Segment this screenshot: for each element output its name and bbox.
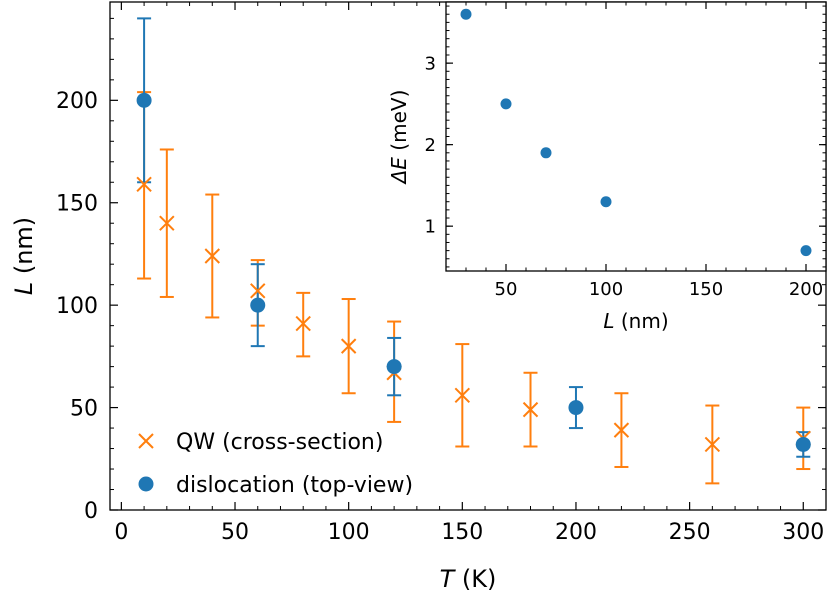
x-tick-label: 50 [221, 520, 249, 545]
y-axis-unit: (nm) [10, 217, 38, 282]
qw-point [295, 315, 311, 332]
qw-point [250, 283, 266, 299]
legend: QW (cross-section) dislocation (top-view) [138, 430, 413, 498]
qw-point [340, 338, 357, 354]
y-tick-label: 200 [56, 89, 98, 114]
qw-point-stroke-b [136, 176, 152, 193]
x-axis-unit: (K) [454, 565, 496, 593]
legend-dislocation-label: dislocation (top-view) [176, 473, 413, 498]
x-axis-symbol: T [440, 565, 457, 593]
x-tick-label: 300 [782, 520, 824, 545]
inset-x-axis-symbol: L [603, 309, 614, 333]
inset-y-tick-label: 2 [425, 135, 436, 156]
dislocation-point [136, 92, 152, 108]
qw-point-stroke-b [340, 338, 357, 354]
inset-plot: 50 100 150 200 1 2 3 L (nm) ΔE (meV) [387, 1, 827, 333]
qw-point-stroke-b [159, 215, 175, 231]
qw-point [159, 215, 175, 231]
qw-point [454, 387, 471, 403]
inset-point [460, 8, 472, 20]
dislocation-point [386, 359, 402, 375]
y-axis-label: L (nm) [10, 217, 38, 295]
inset-y-tick-label: 1 [425, 217, 436, 238]
qw-point [522, 401, 539, 418]
inset-axes-frame [445, 1, 827, 272]
x-tick-label: 250 [669, 520, 711, 545]
inset-x-axis-unit: (nm) [615, 309, 669, 333]
qw-point-stroke-b [204, 248, 220, 264]
y-tick-label: 0 [84, 499, 98, 524]
legend-dislocation-marker [138, 476, 154, 492]
legend-qw-marker [138, 433, 154, 449]
y-tick-label: 150 [56, 192, 98, 217]
dislocation-point [250, 297, 266, 313]
inset-y-axis-label: ΔE (meV) [387, 90, 411, 186]
dislocation-point [795, 436, 811, 452]
inset-point [540, 147, 552, 159]
legend-qw-marker-stroke-b [138, 433, 154, 449]
inset-x-tick-label: 50 [495, 279, 518, 300]
qw-point [613, 422, 630, 438]
qw-point [136, 176, 152, 193]
inset-point [800, 245, 812, 257]
qw-point-stroke-b [295, 315, 311, 332]
inset-x-tick-label: 200 [789, 279, 823, 300]
inset-series-layer [460, 8, 812, 257]
x-tick-label: 150 [441, 520, 483, 545]
series-layer [136, 17, 811, 485]
qw-point-stroke-b [454, 387, 471, 403]
inset-point [500, 98, 512, 110]
x-tick-label: 0 [114, 520, 128, 545]
y-tick-label: 50 [70, 397, 98, 422]
inset-y-tick-label: 3 [425, 54, 436, 75]
y-tick-label: 100 [56, 294, 98, 319]
inset-y-axis-symbol: ΔE [387, 157, 411, 186]
qw-point [204, 248, 220, 264]
legend-qw-label: QW (cross-section) [176, 430, 383, 455]
qw-point-stroke-b [704, 436, 721, 453]
qw-point-stroke-b [613, 422, 630, 438]
inset-x-tick-label: 150 [689, 279, 723, 300]
inset-x-tick-label: 100 [589, 279, 623, 300]
inset-point [600, 196, 612, 208]
inset-y-axis-unit: (meV) [387, 90, 411, 157]
x-axis-label: T (K) [440, 565, 497, 593]
qw-point-stroke-b [250, 283, 266, 299]
inset-x-axis-label: L (nm) [603, 309, 668, 333]
y-axis-symbol: L [10, 282, 38, 295]
qw-point [704, 436, 721, 453]
qw-point-stroke-b [522, 401, 539, 418]
dislocation-point [568, 400, 584, 416]
x-tick-label: 100 [328, 520, 370, 545]
x-tick-label: 200 [555, 520, 597, 545]
